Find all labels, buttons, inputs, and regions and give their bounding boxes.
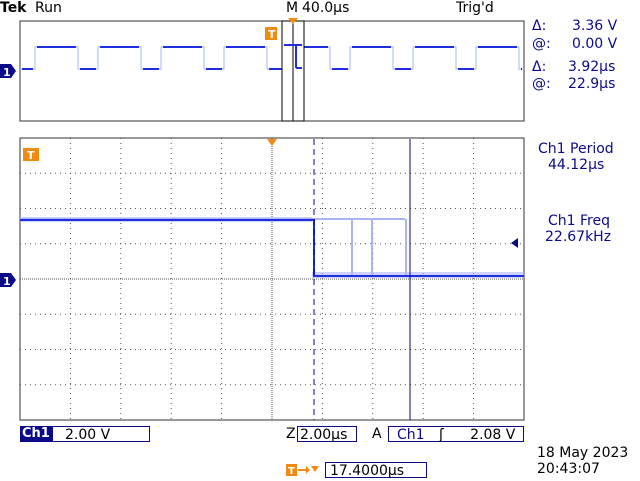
channel-1-volts-div[interactable]: 2.00 V (52, 426, 150, 443)
cursor-delta-t-symbol: Δ: (532, 59, 547, 75)
cursor-delta-t: 3.92µs (568, 59, 616, 75)
cursor-at-v-symbol: @: (532, 36, 551, 52)
volts-div-value: 2.00 V (65, 427, 111, 443)
trigger-position-value-box[interactable]: 17.4000µs (325, 462, 427, 479)
overview-channel-marker-icon (0, 64, 16, 78)
zoom-timebase-value: 2.00µs (300, 427, 348, 443)
timebase-value: 40.0µs (302, 0, 350, 16)
trigger-badge-icon (23, 148, 39, 161)
cursor-at-t-symbol: @: (532, 76, 551, 92)
overview-trigger-arrow-icon (288, 18, 298, 24)
graticule-grid (20, 138, 524, 420)
measurement-period-label: Ch1 Period (538, 141, 614, 157)
channel-1-waveform (20, 219, 524, 277)
trigger-settings[interactable]: Ch1 ʃ 2.08 V (388, 426, 524, 443)
measurement-period-value: 44.12µs (548, 157, 605, 173)
overview-waveform (20, 46, 524, 70)
date-display: 18 May 2023 (537, 445, 629, 461)
acquisition-state: Run (35, 0, 62, 16)
trigger-position-value: 17.4000µs (330, 463, 405, 479)
channel-1-marker-number: 1 (3, 275, 11, 288)
timebase-label: M (286, 0, 299, 16)
channel-1-marker-icon (0, 273, 16, 287)
trigger-position-arrow-icon (267, 139, 277, 146)
cursor-delta-v-symbol: Δ: (532, 18, 547, 34)
cursor-delta-v: 3.36 V (572, 18, 618, 34)
overview-channel-number: 1 (3, 66, 11, 79)
trigger-position-icon: T (286, 463, 320, 477)
time-display: 20:43:07 (537, 461, 600, 477)
zoom-timebase[interactable]: 2.00µs (297, 426, 357, 443)
trigger-level-arrow-icon (511, 238, 518, 248)
trigger-channel: Ch1 (397, 427, 425, 443)
overview-frame (19, 20, 525, 122)
trigger-slope-icon: ʃ (439, 427, 444, 443)
zoom-label: Z (286, 426, 296, 442)
trigger-badge-letter: T (27, 149, 35, 162)
trigger-source-label: A (372, 426, 382, 442)
measurement-freq-value: 22.67kHz (545, 229, 612, 245)
overview-trigger-icon (265, 27, 277, 40)
brand-logo: Tek (0, 0, 27, 16)
measurement-freq-label: Ch1 Freq (548, 213, 610, 229)
cursor-at-v: 0.00 V (572, 36, 618, 52)
trigger-state: Trig'd (456, 0, 494, 16)
svg-text:T: T (288, 466, 295, 477)
overview-trigger-letter: T (268, 28, 276, 41)
trigger-level: 2.08 V (470, 427, 516, 443)
cursor-at-t: 22.9µs (568, 76, 616, 92)
channel-1-badge[interactable]: Ch1 (20, 426, 52, 442)
